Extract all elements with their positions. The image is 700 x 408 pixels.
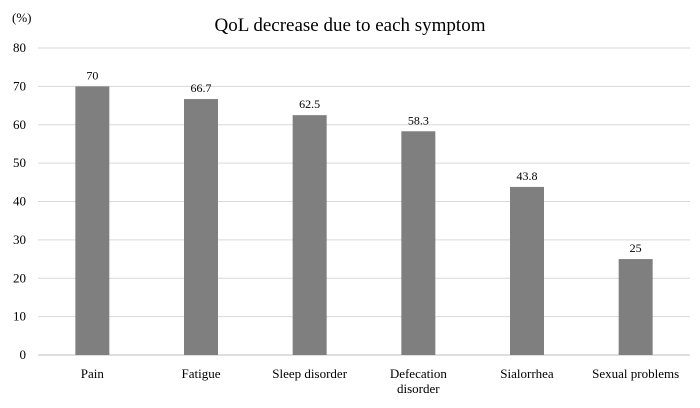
data-label: 58.3 xyxy=(408,113,429,127)
y-tick-label: 10 xyxy=(13,309,26,324)
x-tick-label: Sexual problems xyxy=(592,366,679,381)
bar xyxy=(75,86,110,355)
y-tick-label: 0 xyxy=(20,347,27,362)
labels: 0 10 20 30 40 50 60 70 80 70 Pain 66.7 Fatigue 62.5 Sl… xyxy=(13,40,679,396)
x-tick-label: Defecation disorder xyxy=(390,366,448,396)
bar xyxy=(292,115,327,355)
bar xyxy=(401,131,436,355)
bar xyxy=(618,259,653,355)
y-tick-label: 70 xyxy=(13,78,26,93)
data-label: 70 xyxy=(86,68,98,82)
y-tick-label: 80 xyxy=(13,40,26,55)
data-label: 66.7 xyxy=(191,81,212,95)
bar xyxy=(510,186,544,355)
bar xyxy=(184,99,218,355)
y-tick-label: 50 xyxy=(13,155,26,170)
y-tick-label: 30 xyxy=(13,232,26,247)
bars xyxy=(75,86,653,355)
chart-title: QoL decrease due to each symptom xyxy=(214,15,485,36)
y-tick-label: 20 xyxy=(13,270,26,285)
x-tick-label: Sialorrhea xyxy=(500,366,554,381)
x-tick-label: Sleep disorder xyxy=(272,366,347,381)
data-label: 25 xyxy=(630,241,642,255)
data-label: 62.5 xyxy=(299,97,320,111)
y-tick-label: 40 xyxy=(13,194,26,209)
x-tick-label: Fatigue xyxy=(182,366,221,381)
y-tick-label: 60 xyxy=(13,117,26,132)
x-tick-label: Pain xyxy=(81,366,105,381)
gridlines xyxy=(38,47,690,356)
y-axis-unit-label: (%) xyxy=(12,10,32,25)
data-label: 43.8 xyxy=(517,169,538,183)
